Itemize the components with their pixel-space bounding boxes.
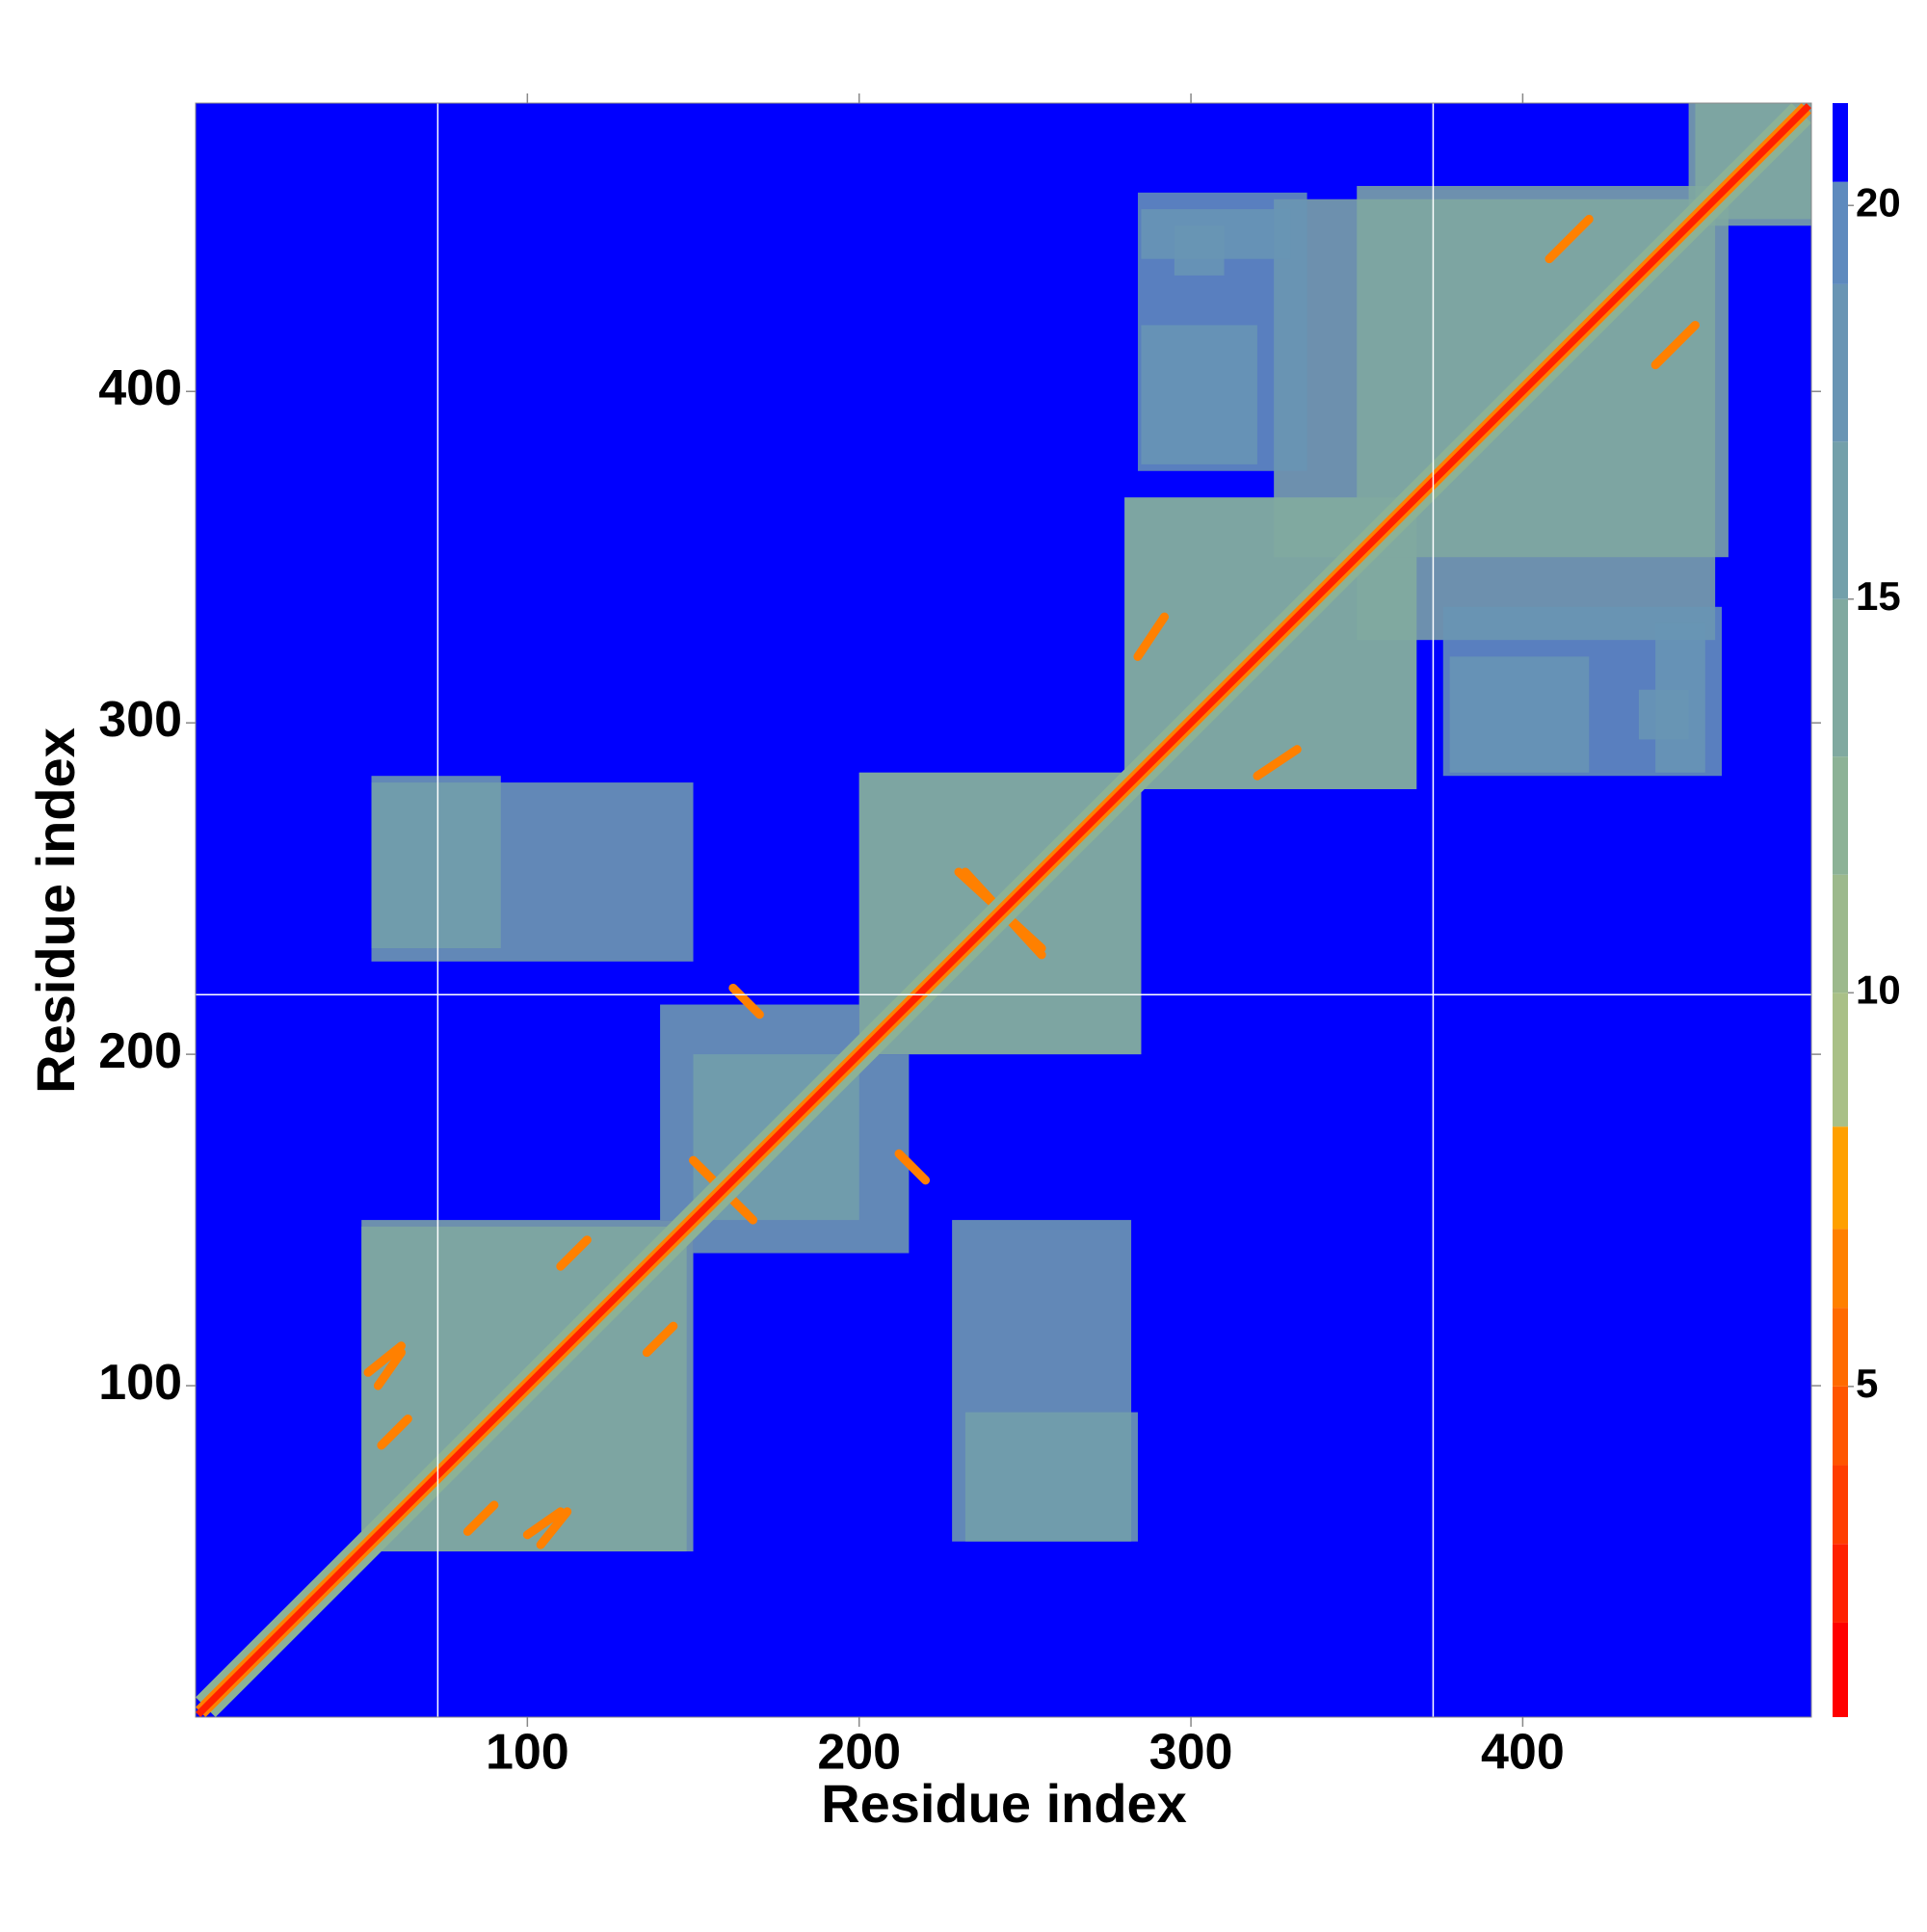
contact-strand [1253,745,1302,781]
x-axis-label: Residue index [821,1773,1187,1834]
contact-strand [1133,612,1170,661]
contact-strand [728,983,764,1019]
contact-strand [522,1507,566,1540]
contact-strand [363,1341,406,1377]
contact-patch [693,1054,910,1254]
y-tick-label: 200 [98,1023,182,1079]
colorbar-band [1833,992,1848,1127]
contact-strand [1650,320,1700,370]
contact-patch [1449,656,1590,773]
contact-patch [1174,225,1225,276]
contact-strand [536,1507,572,1549]
colorbar-band [1833,874,1848,993]
x-tick-label: 400 [1481,1725,1565,1781]
contact-strand [373,1348,406,1390]
contact-strand [1544,214,1594,264]
colorbar-band [1833,441,1848,599]
colorbar-band [1833,1465,1848,1545]
colorbar-band [1833,598,1848,757]
colorbar-tick-label: 20 [1856,179,1901,225]
contact-strand [462,1500,499,1536]
colorbar-tick-label: 5 [1856,1361,1878,1406]
contact-patch [1638,689,1689,740]
plot-frame [195,102,1812,1718]
x-tick-label: 300 [1149,1725,1233,1781]
colorbar-band [1833,1308,1848,1387]
plot-area [196,103,1811,1717]
colorbar-band [1833,756,1848,875]
x-tick-label: 100 [486,1725,569,1781]
colorbar-band [1833,1544,1848,1623]
contact-strand [894,1149,931,1185]
contact-strand [556,1235,592,1271]
colorbar-band [1833,283,1848,442]
x-tick-label: 200 [817,1725,901,1781]
contact-patch [964,1412,1138,1542]
colorbar-band [1833,103,1848,182]
contact-strand [377,1414,412,1450]
colorbar-band [1833,1622,1848,1717]
colorbar-band [1833,1229,1848,1309]
y-tick-label: 400 [98,360,182,416]
colorbar-band [1833,1126,1848,1230]
colorbar-band [1833,181,1848,284]
contact-patch [1141,325,1257,464]
colorbar-tick-label: 10 [1856,966,1901,1012]
y-tick-label: 100 [98,1355,182,1411]
y-tick-label: 300 [98,692,182,748]
y-axis-label: Residue index [25,728,86,1094]
contact-strand [642,1321,678,1358]
colorbar-band [1833,1386,1848,1466]
diagonal-band [196,103,1811,1717]
contact-patch [371,776,501,949]
colorbar-tick-label: 15 [1856,573,1901,619]
